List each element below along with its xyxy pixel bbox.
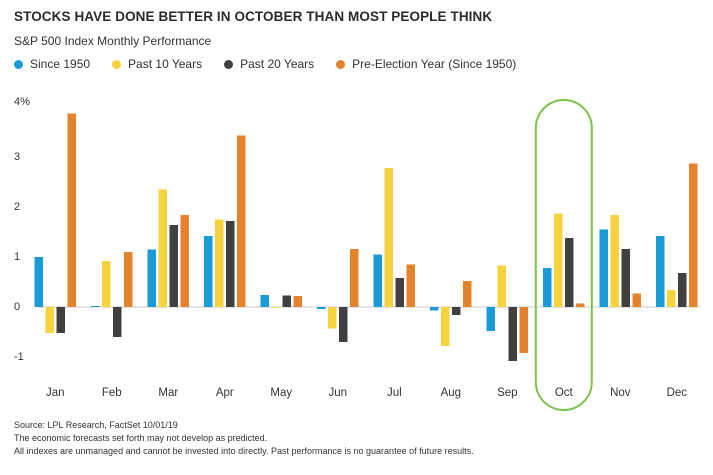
bar-dec-series-2 [678, 273, 687, 307]
legend: Since 1950 Past 10 Years Past 20 Years P… [14, 57, 516, 71]
bar-nov-series-1 [610, 215, 619, 307]
x-tick-label: Nov [610, 387, 631, 399]
legend-label: Pre-Election Year (Since 1950) [352, 57, 517, 71]
bar-may-series-0 [260, 295, 269, 307]
bar-oct-series-1 [554, 213, 563, 307]
bar-mar-series-2 [169, 225, 178, 307]
legend-swatch [224, 59, 234, 69]
footer-notes: Source: LPL Research, FactSet 10/01/19 T… [14, 419, 474, 458]
x-tick-label: Jul [387, 387, 402, 399]
chart-subtitle: S&P 500 Index Monthly Performance [14, 34, 212, 48]
bar-aug-series-2 [452, 307, 461, 315]
x-tick-label: Mar [158, 387, 178, 399]
bar-jun-series-2 [339, 307, 348, 342]
bar-may-series-2 [282, 295, 291, 307]
legend-item-since-1950: Since 1950 [14, 57, 90, 71]
footer-disclaimer: The economic forecasts set forth may not… [14, 433, 268, 443]
bar-jul-series-0 [373, 254, 382, 307]
bar-mar-series-3 [180, 215, 189, 307]
bar-jan-series-1 [45, 307, 54, 333]
bar-dec-series-1 [667, 290, 676, 307]
x-tick-label: Dec [667, 387, 688, 399]
bar-feb-series-1 [102, 261, 111, 307]
legend-item-pre-election-year: Pre-Election Year (Since 1950) [336, 57, 516, 71]
bar-sep-series-1 [497, 265, 506, 307]
bar-oct-series-2 [565, 238, 574, 307]
y-tick-label: 4% [14, 96, 30, 108]
x-tick-label: Oct [555, 387, 574, 399]
y-tick-label: 3 [14, 151, 20, 163]
legend-label: Past 10 Years [128, 57, 203, 71]
bar-feb-series-2 [113, 307, 122, 337]
legend-label: Since 1950 [30, 57, 91, 71]
x-tick-label: Jun [329, 387, 348, 399]
x-tick-label: May [270, 387, 292, 399]
bar-jul-series-3 [406, 264, 415, 307]
legend-swatch [336, 59, 346, 69]
bar-feb-series-3 [124, 252, 133, 307]
bar-jan-series-0 [34, 257, 43, 307]
x-tick-label: Sep [497, 387, 517, 399]
bar-aug-series-3 [463, 281, 472, 307]
bar-apr-series-1 [215, 219, 224, 307]
y-tick-label: 1 [14, 251, 20, 263]
y-tick-label: 2 [14, 201, 20, 213]
bar-jul-series-1 [384, 168, 393, 307]
bar-jan-series-2 [56, 307, 65, 333]
legend-label: Past 20 Years [240, 57, 315, 71]
bar-nov-series-2 [621, 249, 630, 307]
bar-oct-series-0 [543, 268, 552, 307]
chart-title: STOCKS HAVE DONE BETTER IN OCTOBER THAN … [14, 9, 493, 24]
bar-aug-series-1 [441, 307, 450, 346]
x-tick-label: Feb [102, 387, 122, 399]
y-tick-label: 0 [14, 301, 20, 313]
bar-sep-series-0 [486, 307, 495, 331]
y-tick-label: -1 [14, 351, 24, 363]
legend-item-past-20-years: Past 20 Years [224, 57, 314, 71]
legend-swatch [14, 59, 23, 69]
legend-item-past-10-years: Past 10 Years [112, 57, 202, 71]
bar-oct-series-3 [576, 303, 585, 307]
bar-apr-series-2 [226, 221, 235, 307]
bar-jun-series-0 [317, 307, 326, 309]
bar-sep-series-2 [508, 307, 517, 361]
x-tick-label: Apr [216, 387, 234, 399]
bar-mar-series-0 [147, 249, 156, 307]
footer-disclaimer: All indexes are unmanaged and cannot be … [14, 446, 474, 456]
bar-aug-series-0 [430, 307, 439, 311]
footer-source: Source: LPL Research, FactSet 10/01/19 [14, 420, 178, 430]
bar-nov-series-0 [599, 229, 608, 307]
bar-jul-series-2 [395, 278, 404, 307]
bar-jun-series-3 [350, 249, 359, 307]
bar-may-series-1 [271, 307, 280, 308]
bar-jan-series-3 [67, 113, 76, 307]
bar-dec-series-0 [656, 236, 665, 307]
bar-feb-series-0 [91, 306, 100, 307]
bar-mar-series-1 [158, 189, 167, 307]
bar-sep-series-3 [519, 307, 528, 353]
highlight-oval-oct [534, 99, 593, 411]
bar-dec-series-3 [689, 163, 698, 307]
bar-apr-series-0 [204, 236, 213, 307]
legend-swatch [112, 59, 122, 69]
bar-jun-series-1 [328, 307, 337, 329]
x-tick-label: Aug [441, 387, 461, 399]
bar-apr-series-3 [237, 135, 246, 307]
x-tick-label: Jan [46, 387, 65, 399]
bar-may-series-3 [293, 296, 302, 307]
bar-nov-series-3 [632, 293, 641, 307]
